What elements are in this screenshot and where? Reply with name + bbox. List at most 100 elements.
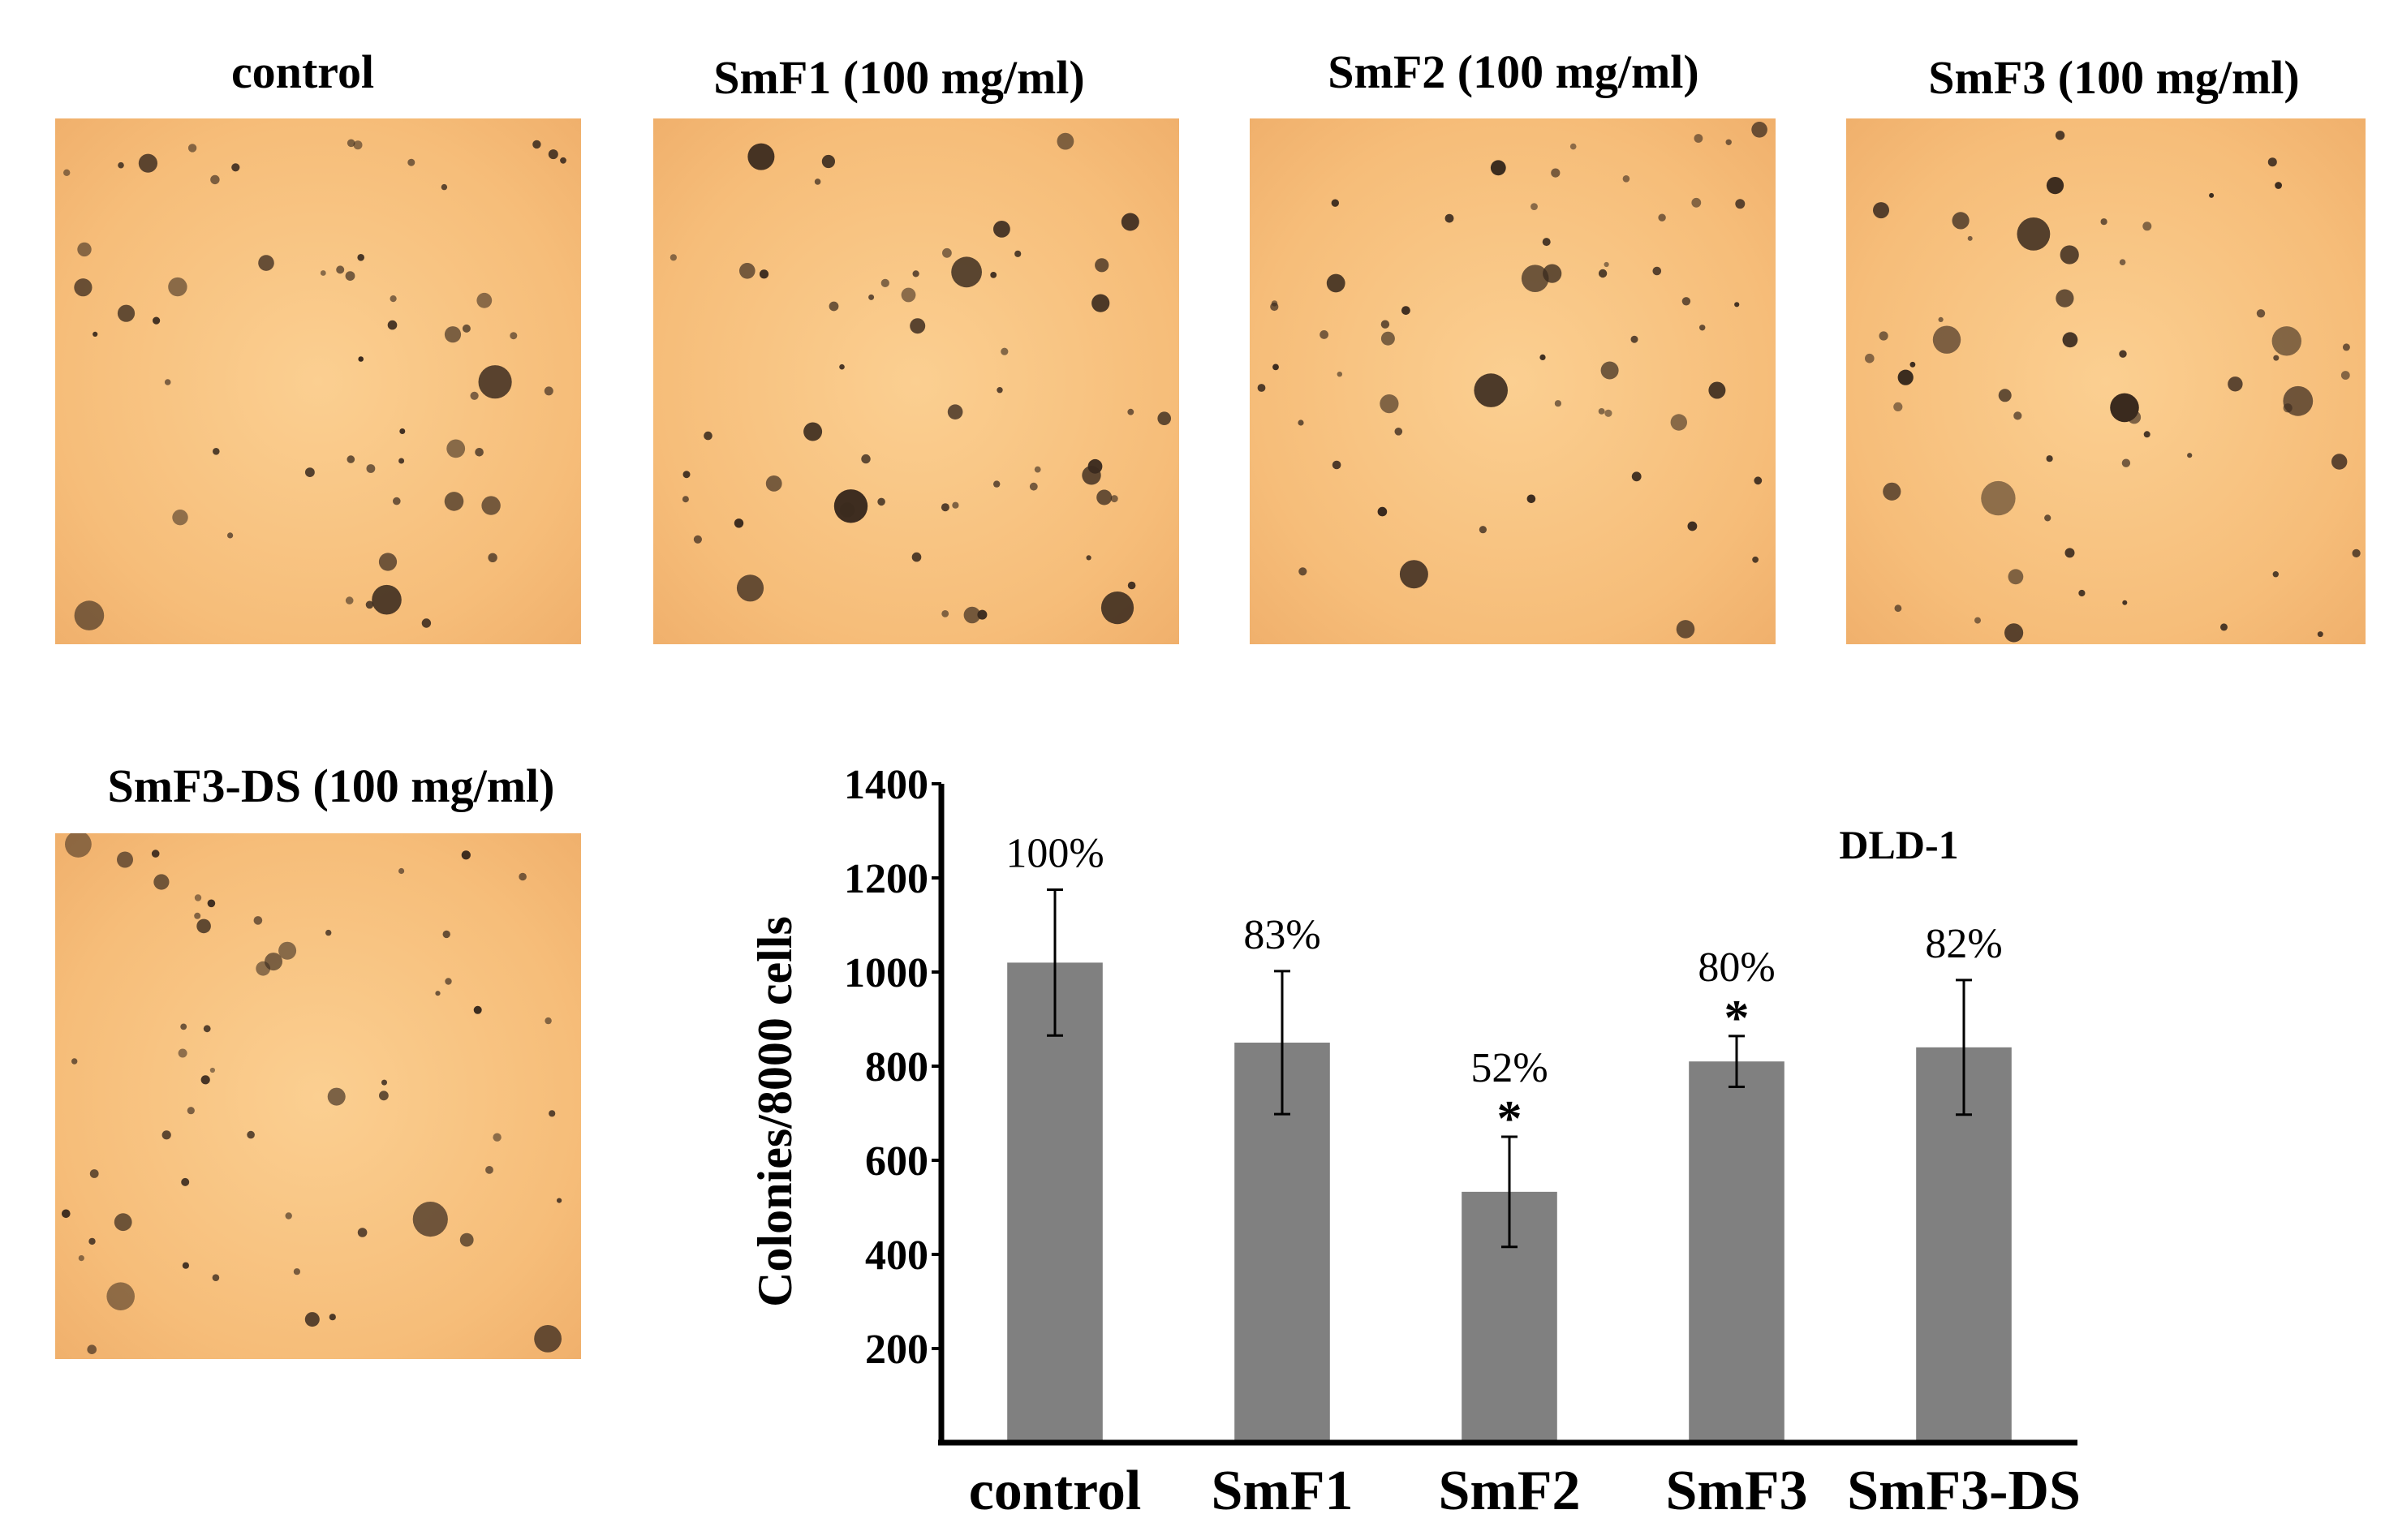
colony-dot <box>1708 381 1726 399</box>
colony-dot <box>2055 131 2065 140</box>
colony-dot <box>1893 402 1903 411</box>
colony-dot <box>1272 363 1279 371</box>
x-tick-label-control: control <box>969 1460 1142 1522</box>
colony-dot <box>1539 354 1546 360</box>
colony-dot <box>1691 197 1702 208</box>
colony-dot <box>947 404 963 419</box>
colony-dot <box>1490 160 1506 176</box>
colony-dot <box>1320 330 1328 339</box>
colony-dot <box>2342 343 2350 351</box>
colony-dot <box>421 618 432 628</box>
colony-dot <box>1157 411 1171 425</box>
colony-dot <box>2013 411 2022 420</box>
colony-dot <box>357 1228 368 1237</box>
y-tick-label: 1200 <box>844 856 928 902</box>
colony-dot <box>461 850 471 860</box>
colony-dot <box>1699 325 1706 331</box>
error-bar-smf1 <box>1274 970 1290 1116</box>
panel-title-smf2: SmF2 (100 mg/ml) <box>1328 45 1699 98</box>
colony-dot <box>1879 331 1888 341</box>
colony-dot <box>194 912 201 919</box>
significance-star-smf3: * <box>1724 991 1750 1046</box>
colony-dot <box>952 501 959 509</box>
y-tick-label: 400 <box>865 1232 928 1279</box>
colony-dot <box>1479 526 1487 534</box>
percent-label-smf3: 80% <box>1698 944 1775 991</box>
colony-dot <box>210 174 220 185</box>
colony-dot <box>357 254 365 261</box>
error-bar-smf2 <box>1501 1135 1518 1249</box>
colony-dot <box>117 851 133 868</box>
colony-dot <box>2100 218 2107 226</box>
colony-dot <box>77 242 92 257</box>
colony-dot <box>1630 335 1638 343</box>
colony-dot <box>1998 389 2012 402</box>
colony-dot <box>444 326 462 343</box>
colony-dot <box>1377 506 1388 517</box>
colony-dot <box>475 448 484 457</box>
colony-dot <box>231 163 240 172</box>
colony-dot <box>2119 259 2126 265</box>
colony-dot <box>1598 269 1608 278</box>
colony-dot <box>2110 393 2139 423</box>
colony-dot <box>2271 326 2301 356</box>
colony-dot <box>2017 217 2051 251</box>
colony-dot <box>151 850 160 858</box>
colony-dot <box>62 1209 71 1219</box>
error-bar-control <box>1047 888 1063 1037</box>
colony-dot <box>1681 297 1691 306</box>
colony-dot <box>345 596 354 604</box>
colony-dot <box>2352 548 2361 558</box>
colony-dot <box>1394 428 1403 436</box>
colony-dot <box>1752 556 1759 563</box>
colony-dot <box>1751 122 1767 138</box>
colony-dot <box>941 503 949 512</box>
colony-dot <box>89 1169 99 1178</box>
colony-dot <box>1670 414 1687 431</box>
colony-dots <box>1865 131 2361 643</box>
colony-dot <box>493 1133 502 1142</box>
colony-dot <box>227 532 234 539</box>
colony-dot <box>880 278 889 287</box>
colony-dot <box>65 833 92 858</box>
colony-dot <box>200 1075 210 1085</box>
colony-dot <box>1001 347 1009 355</box>
colony-dot <box>153 316 161 325</box>
colony-dot <box>1057 132 1074 150</box>
colony-dot <box>1865 353 1875 363</box>
colony-dot <box>1087 458 1103 474</box>
colony-dot <box>407 158 415 166</box>
colony-dot <box>398 458 405 464</box>
colony-dot <box>2121 458 2131 467</box>
colony-dot <box>398 867 405 875</box>
colony-dot <box>187 1107 195 1115</box>
colony-dot <box>997 387 1003 394</box>
colony-dot <box>1604 261 1609 268</box>
colony-dot <box>327 1087 346 1106</box>
colony-dot <box>265 953 282 971</box>
colony-dot <box>1883 482 1901 501</box>
colony-dot <box>390 295 397 303</box>
colony-dot <box>1622 175 1630 183</box>
colony-dot <box>459 1232 474 1247</box>
colony-image-control <box>55 118 581 644</box>
colony-dot <box>682 496 689 503</box>
colony-dot <box>353 140 363 150</box>
colony-dot <box>336 265 345 274</box>
colony-dot <box>1034 466 1041 473</box>
colony-dot <box>168 277 187 297</box>
colony-dot <box>74 278 93 297</box>
colony-dot <box>1332 460 1341 470</box>
colony-dot <box>196 918 211 934</box>
colony-dot <box>1542 238 1551 247</box>
colony-dot <box>365 600 374 609</box>
y-tick-label: 1000 <box>844 950 928 996</box>
colony-dot <box>877 497 885 506</box>
colony-dot <box>759 269 769 279</box>
colony-dot <box>247 1130 255 1139</box>
colony-dot <box>2256 309 2266 318</box>
colony-dot <box>1952 212 1970 230</box>
colony-dot <box>118 161 124 169</box>
panel-title-control: control <box>230 45 375 98</box>
